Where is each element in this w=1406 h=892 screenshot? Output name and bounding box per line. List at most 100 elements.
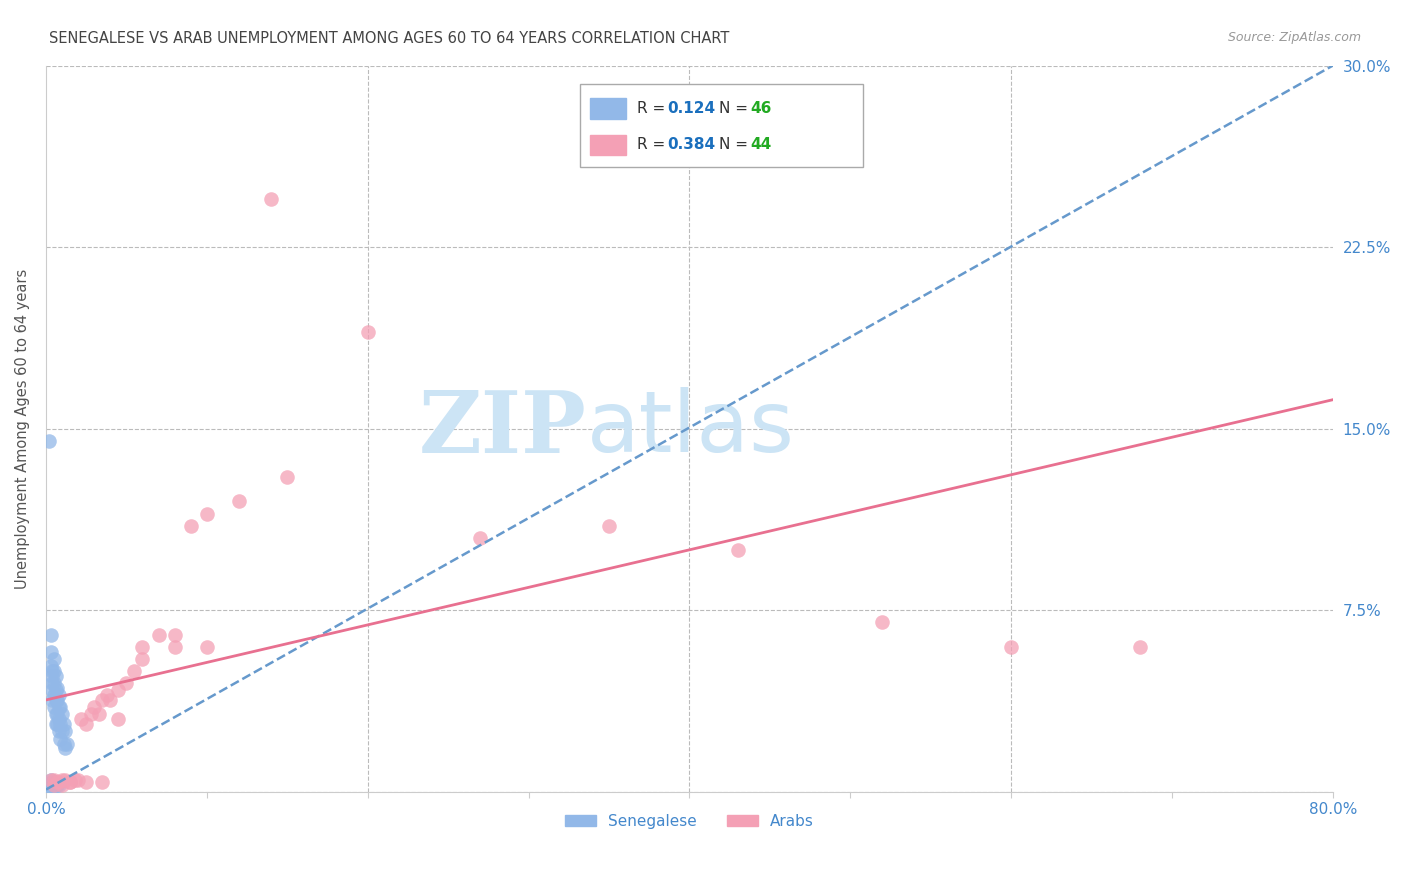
Point — [148, 627, 170, 641]
Point — [38, 434, 60, 448]
Point — [107, 683, 129, 698]
Point — [107, 712, 129, 726]
Text: N =: N = — [718, 137, 752, 153]
Point — [42, 652, 65, 666]
Point — [598, 518, 620, 533]
Point — [41, 683, 63, 698]
Point — [39, 772, 62, 787]
Point — [38, 780, 60, 794]
Point — [46, 693, 69, 707]
Point — [52, 717, 75, 731]
Point — [53, 724, 76, 739]
Point — [51, 707, 73, 722]
Point — [124, 664, 146, 678]
Point — [727, 542, 749, 557]
Text: Source: ZipAtlas.com: Source: ZipAtlas.com — [1227, 31, 1361, 45]
Point — [48, 724, 70, 739]
Point — [41, 775, 63, 789]
Point — [41, 669, 63, 683]
Point — [42, 700, 65, 714]
Point — [46, 707, 69, 722]
Point — [51, 778, 73, 792]
Point — [276, 470, 298, 484]
Point — [42, 772, 65, 787]
Point — [42, 676, 65, 690]
Point — [42, 778, 65, 792]
Point — [1000, 640, 1022, 654]
Text: 0.124: 0.124 — [668, 101, 716, 116]
Point — [45, 717, 67, 731]
Text: ZIP: ZIP — [419, 387, 586, 471]
Point — [51, 724, 73, 739]
Point — [48, 775, 70, 789]
Point — [45, 778, 67, 792]
Point — [46, 775, 69, 789]
Point — [56, 737, 79, 751]
Point — [45, 707, 67, 722]
Point — [39, 644, 62, 658]
Point — [470, 531, 492, 545]
Point — [75, 717, 97, 731]
Legend: Senegalese, Arabs: Senegalese, Arabs — [560, 808, 820, 835]
Point — [46, 681, 69, 695]
Point — [115, 676, 138, 690]
Point — [49, 700, 72, 714]
Point — [49, 717, 72, 731]
Point — [357, 325, 380, 339]
Point — [91, 693, 114, 707]
Point — [42, 664, 65, 678]
Point — [42, 688, 65, 702]
Point — [45, 669, 67, 683]
Point — [45, 683, 67, 698]
Point — [163, 627, 186, 641]
Point — [80, 707, 103, 722]
Bar — [591, 98, 626, 119]
Point — [46, 778, 69, 792]
Text: 44: 44 — [749, 137, 770, 153]
Point — [45, 693, 67, 707]
Point — [83, 700, 105, 714]
Point — [41, 778, 63, 792]
Point — [48, 778, 70, 792]
Point — [195, 640, 218, 654]
Point — [63, 772, 86, 787]
Point — [48, 712, 70, 726]
Text: N =: N = — [718, 101, 752, 116]
Point — [41, 676, 63, 690]
Point — [180, 518, 202, 533]
Text: 0.384: 0.384 — [668, 137, 716, 153]
Point — [39, 772, 62, 787]
Point — [48, 700, 70, 714]
Point — [163, 640, 186, 654]
Y-axis label: Unemployment Among Ages 60 to 64 years: Unemployment Among Ages 60 to 64 years — [15, 268, 30, 589]
Point — [131, 652, 153, 666]
Text: 46: 46 — [749, 101, 772, 116]
Point — [1129, 640, 1152, 654]
Bar — [591, 135, 626, 155]
Point — [75, 775, 97, 789]
Point — [48, 688, 70, 702]
Point — [41, 664, 63, 678]
Point — [42, 778, 65, 792]
Point — [46, 717, 69, 731]
Point — [98, 693, 121, 707]
Text: SENEGALESE VS ARAB UNEMPLOYMENT AMONG AGES 60 TO 64 YEARS CORRELATION CHART: SENEGALESE VS ARAB UNEMPLOYMENT AMONG AG… — [49, 31, 730, 46]
Point — [39, 659, 62, 673]
Point — [96, 688, 118, 702]
Point — [70, 712, 93, 726]
Text: atlas: atlas — [586, 387, 794, 470]
Point — [91, 775, 114, 789]
Point — [67, 772, 90, 787]
Point — [59, 775, 82, 789]
Point — [41, 693, 63, 707]
Point — [52, 737, 75, 751]
Point — [53, 741, 76, 756]
Point — [59, 775, 82, 789]
Point — [87, 707, 110, 722]
Point — [195, 507, 218, 521]
Point — [53, 772, 76, 787]
Point — [39, 627, 62, 641]
Point — [51, 772, 73, 787]
Point — [49, 731, 72, 746]
Point — [228, 494, 250, 508]
